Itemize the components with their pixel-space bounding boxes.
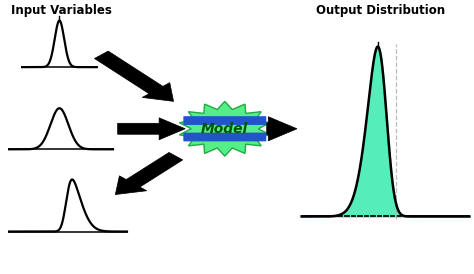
Polygon shape xyxy=(118,118,185,140)
Text: Input Variables: Input Variables xyxy=(11,4,112,17)
Text: Output Distribution: Output Distribution xyxy=(316,4,446,17)
Polygon shape xyxy=(115,152,182,195)
Polygon shape xyxy=(267,117,297,141)
FancyBboxPatch shape xyxy=(183,133,266,141)
Polygon shape xyxy=(179,101,270,156)
FancyBboxPatch shape xyxy=(183,116,266,125)
Text: Model: Model xyxy=(201,122,248,136)
Polygon shape xyxy=(94,51,173,101)
